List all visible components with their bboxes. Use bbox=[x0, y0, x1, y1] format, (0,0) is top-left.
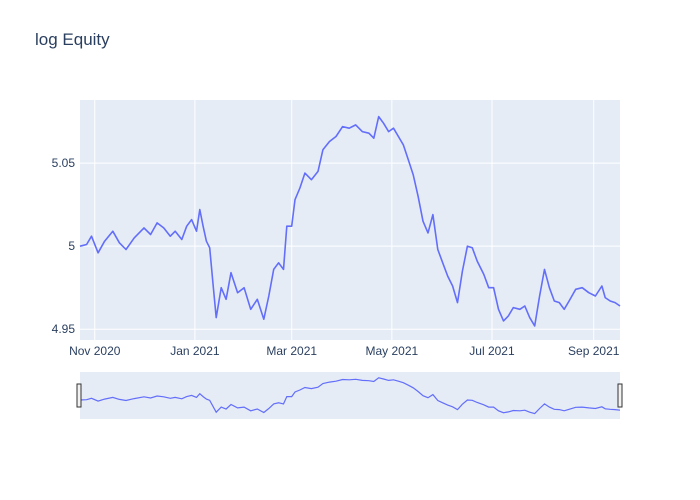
x-tick-labels: Nov 2020 Jan 2021 Mar 2021 May 2021 Jul 2021… bbox=[69, 344, 620, 358]
y-tick-label: 5.05 bbox=[52, 156, 76, 170]
y-tick-labels: 4.95 5 5.05 bbox=[52, 156, 76, 336]
range-slider-line bbox=[79, 377, 621, 415]
x-tick-label: Jan 2021 bbox=[170, 344, 220, 358]
chart-title: log Equity bbox=[35, 30, 110, 49]
range-slider-right-handle[interactable] bbox=[617, 383, 623, 408]
x-tick-label: Mar 2021 bbox=[266, 344, 317, 358]
plot-area bbox=[80, 100, 620, 340]
x-tick-label: May 2021 bbox=[366, 344, 419, 358]
y-gridlines bbox=[80, 162, 620, 330]
series-line bbox=[79, 115, 621, 327]
x-tick-label: Sep 2021 bbox=[568, 344, 620, 358]
range-slider-bg[interactable] bbox=[80, 372, 620, 419]
range-slider-left-handle[interactable] bbox=[76, 383, 82, 408]
y-tick-label: 4.95 bbox=[52, 322, 76, 336]
x-tick-label: Nov 2020 bbox=[69, 344, 121, 358]
y-tick-label: 5 bbox=[68, 239, 75, 253]
x-tick-label: Jul 2021 bbox=[469, 344, 515, 358]
